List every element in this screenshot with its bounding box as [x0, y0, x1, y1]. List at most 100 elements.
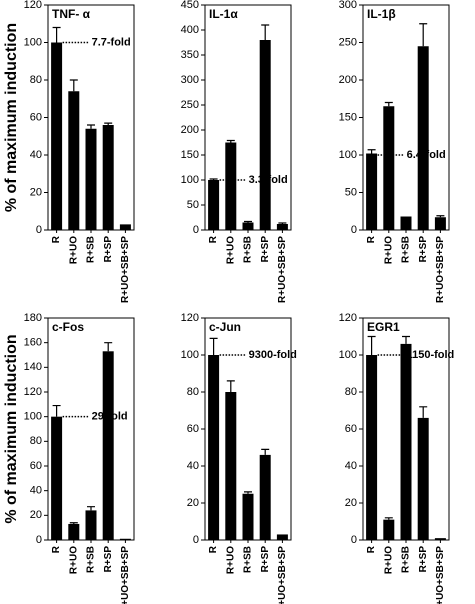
y-tick-label: 120 — [24, 386, 42, 398]
y-tick-label: 150 — [339, 111, 357, 123]
x-tick-label: R+SP — [103, 236, 114, 263]
error-bar — [261, 448, 270, 455]
error-bar — [436, 215, 445, 218]
x-tick-label: R+UO — [225, 546, 236, 574]
error-bar — [367, 335, 376, 355]
bar — [68, 91, 80, 230]
error-bar — [367, 149, 376, 154]
error-bar — [104, 342, 113, 352]
y-tick-label: 140 — [24, 361, 42, 373]
bar — [366, 355, 378, 540]
y-tick-label: 450 — [181, 0, 199, 11]
bar — [68, 523, 80, 540]
panel-title: c-Jun — [209, 320, 241, 334]
bar — [434, 538, 446, 540]
y-tick-label: 80 — [187, 386, 199, 398]
bar — [225, 392, 237, 540]
bar — [366, 153, 378, 230]
y-tick-label: 250 — [181, 99, 199, 111]
x-tick-label: R+SP — [103, 546, 114, 573]
y-tick-label: 20 — [345, 497, 357, 509]
y-tick-label: 60 — [30, 111, 42, 123]
y-tick-label: 20 — [30, 186, 42, 198]
y-tick-label: 350 — [181, 49, 199, 61]
error-bar — [402, 335, 410, 344]
x-tick-label: R+UO — [68, 236, 79, 264]
y-tick-label: 0 — [36, 224, 42, 236]
x-tick-label: R+SP — [418, 546, 429, 573]
error-bar — [69, 79, 78, 92]
y-tick-label: 40 — [187, 460, 199, 472]
bar — [434, 217, 446, 230]
x-tick-label: R+SB — [86, 236, 97, 263]
error-bar — [226, 139, 235, 143]
bar — [208, 180, 220, 230]
x-tick-label: R+SB — [243, 546, 254, 573]
x-tick-label: R+SP — [418, 236, 429, 263]
y-tick-label: 0 — [351, 534, 357, 546]
bar — [85, 128, 97, 230]
error-bar — [384, 101, 393, 107]
y-tick-label: 120 — [181, 312, 199, 324]
annotation: 6.4-fold — [407, 149, 446, 161]
y-tick-label: 40 — [345, 460, 357, 472]
y-tick-label: 100 — [181, 349, 199, 361]
panel-title: EGR1 — [367, 320, 400, 334]
error-bar — [261, 24, 270, 40]
x-tick-label: R+UO+SB+SP — [435, 236, 446, 303]
error-bar — [278, 222, 287, 224]
y-tick-label: 100 — [339, 149, 357, 161]
bar — [383, 106, 395, 230]
error-bar — [209, 178, 218, 180]
x-tick-label: R — [208, 545, 219, 553]
x-tick-label: R — [51, 545, 62, 553]
error-bar — [244, 220, 252, 223]
panel-title: IL-1β — [367, 7, 396, 21]
y-tick-label: 120 — [24, 0, 42, 11]
bar — [102, 351, 114, 540]
y-tick-label: 20 — [187, 497, 199, 509]
bar — [276, 224, 288, 230]
y-tick-label: 80 — [30, 435, 42, 447]
y-tick-label: 0 — [36, 534, 42, 546]
bar — [51, 416, 63, 540]
x-tick-label: R+SB — [401, 546, 412, 573]
bar — [242, 493, 254, 540]
x-tick-label: R+UO+SB+SP — [120, 546, 131, 604]
x-tick-label: R — [208, 235, 219, 243]
error-bar — [87, 506, 95, 511]
x-tick-label: R+UO — [225, 236, 236, 264]
bar — [417, 46, 429, 230]
annotation: 1150-fold — [407, 349, 455, 361]
x-tick-label: R+SB — [401, 236, 412, 263]
x-tick-label: R+UO+SB+SP — [435, 546, 446, 604]
y-axis-label: % of maximum induction — [3, 334, 20, 523]
bar — [400, 216, 412, 230]
y-tick-label: 100 — [24, 36, 42, 48]
y-tick-label: 60 — [30, 460, 42, 472]
y-tick-label: 160 — [24, 337, 42, 349]
y-tick-label: 150 — [181, 149, 199, 161]
y-tick-label: 180 — [24, 312, 42, 324]
panel-title: IL-1α — [209, 7, 238, 21]
y-tick-label: 60 — [187, 423, 199, 435]
bar — [119, 538, 131, 540]
bar — [259, 40, 271, 230]
annotation: 7.7-fold — [92, 36, 131, 48]
bar — [259, 454, 271, 540]
x-tick-label: R+SP — [260, 236, 271, 263]
x-tick-label: R+SB — [243, 236, 254, 263]
y-tick-label: 250 — [339, 36, 357, 48]
x-tick-label: R — [51, 235, 62, 243]
bar — [383, 519, 395, 540]
bar — [417, 417, 429, 540]
bar — [276, 534, 288, 540]
bar — [208, 355, 220, 540]
y-tick-label: 300 — [181, 74, 199, 86]
error-bar — [384, 517, 393, 520]
y-tick-label: 80 — [30, 74, 42, 86]
y-tick-label: 40 — [30, 149, 42, 161]
x-tick-label: R+SB — [86, 546, 97, 573]
error-bar — [244, 491, 252, 494]
